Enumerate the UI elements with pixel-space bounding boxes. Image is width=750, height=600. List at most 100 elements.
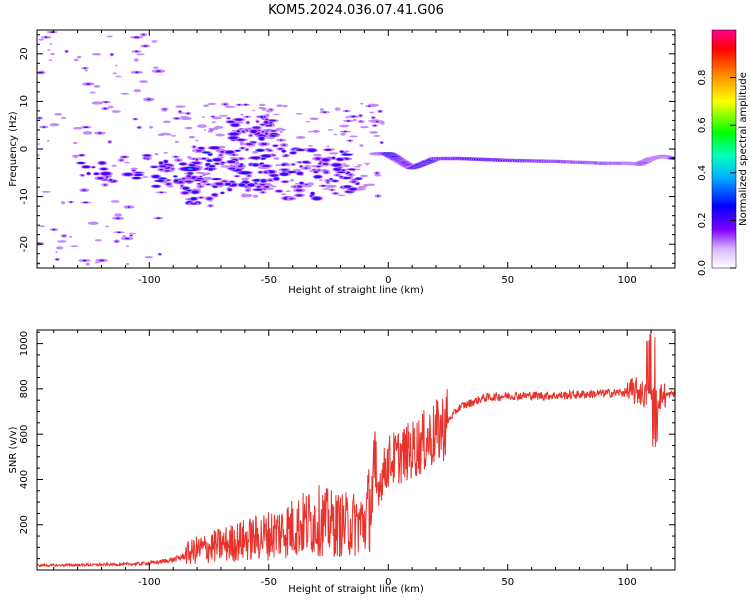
spectrogram-cell [211, 116, 223, 120]
spectrogram-cell [156, 217, 161, 219]
spectrogram-cell [232, 124, 238, 126]
spectrogram-cell [54, 112, 63, 116]
spectrogram-cell [212, 193, 218, 197]
spectrogram-cell [295, 182, 299, 185]
spectrogram-cell [290, 178, 294, 182]
spectrogram-cell [81, 174, 84, 177]
spectrogram-x-axis-label: Height of straight line (km) [288, 285, 424, 296]
spectrogram-cell [220, 165, 231, 168]
spectrogram-cell [175, 117, 179, 120]
spectrogram-cell [214, 158, 220, 161]
spectrogram-cell [175, 105, 186, 108]
spectrogram-cell [142, 33, 145, 36]
spectrogram-cell [192, 161, 201, 164]
spectrogram-cell [85, 83, 91, 85]
colorbar-label: Normalized spectral amplitude [738, 72, 749, 226]
spectrogram-cell [219, 154, 223, 156]
spectrogram-cell [83, 126, 89, 129]
x-tick-label: 100 [618, 577, 637, 588]
spectrogram-cell [102, 168, 105, 170]
spectrogram-cell [134, 50, 139, 53]
spectrogram-cell [115, 64, 118, 67]
spectrogram-cell [213, 185, 217, 188]
spectrogram-cell [109, 178, 113, 182]
spectrogram-cell [146, 98, 151, 101]
spectrogram-cell [271, 174, 277, 177]
spectrogram-plot-area [37, 30, 675, 268]
spectrogram-cell [261, 191, 265, 194]
spectrogram-cell [274, 177, 279, 180]
spectrogram-cell [83, 166, 89, 168]
spectrogram-cell [186, 155, 192, 159]
spectrogram-cell [164, 160, 167, 163]
spectrogram-cell [345, 116, 351, 119]
spectrogram-cell [144, 256, 154, 259]
spectrogram-cell [268, 149, 272, 152]
spectrogram-x-ticks: -100 -50 0 50 100 [53, 30, 676, 286]
spectrogram-cell [231, 137, 236, 139]
spectrogram-cell [282, 144, 286, 146]
spectrogram-cell [333, 133, 338, 136]
spectrogram-cell [369, 131, 378, 134]
spectrogram-cell [207, 102, 217, 106]
spectrogram-cell [210, 127, 219, 131]
snr-frame [36, 329, 676, 571]
spectrogram-cell [261, 179, 265, 182]
spectrogram-cell [208, 159, 212, 162]
spectrogram-cell [326, 145, 330, 148]
spectrogram-cell [298, 172, 302, 175]
spectrogram-cell [203, 151, 209, 154]
spectrogram-cell [366, 163, 369, 166]
spectrogram-cell [252, 109, 256, 112]
spectrogram-cell [218, 114, 229, 117]
spectrogram-cell [188, 172, 192, 175]
spectrogram-cell [121, 156, 127, 158]
spectrogram-cell [180, 115, 188, 118]
spectrogram-cell [134, 177, 139, 179]
spectrogram-cell [221, 192, 224, 194]
spectrogram-cell [195, 149, 202, 152]
spectrogram-cell [240, 147, 245, 149]
spectrogram-cell [311, 129, 320, 133]
spectrogram-cell [279, 131, 283, 133]
spectrogram-cell [197, 183, 201, 185]
spectrogram-cell [182, 177, 186, 180]
spectrogram-cell [376, 195, 380, 197]
spectrogram-cell [133, 58, 139, 62]
spectrogram-cell [252, 126, 261, 129]
y-tick-label: 800 [19, 379, 30, 398]
spectrogram-cell [103, 184, 107, 186]
spectrogram-cell [372, 116, 375, 119]
spectrogram-cell [62, 235, 66, 237]
spectrogram-cell [240, 163, 243, 166]
spectrogram-cell [136, 53, 145, 56]
spectrogram-cell [41, 190, 51, 193]
spectrogram-cell [89, 91, 96, 94]
spectrogram-cell [315, 175, 321, 178]
spectrogram-cell [73, 58, 79, 62]
spectrogram-cell [42, 126, 46, 128]
spectrogram-cell [300, 185, 313, 188]
spectrogram-cell [103, 107, 107, 110]
spectrogram-y-axis-label: Frequency (Hz) [8, 111, 19, 187]
spectrogram-cell [135, 71, 139, 74]
spectrogram-cell [239, 142, 244, 146]
spectrogram-cell [295, 112, 303, 115]
spectrogram-cell [368, 105, 371, 107]
spectrogram-cell [154, 185, 158, 188]
spectrogram-cell [60, 201, 66, 205]
spectrogram-cell [259, 137, 264, 140]
spectrogram-cell [191, 164, 194, 166]
spectrogram-cell [162, 120, 171, 124]
spectrogram-cell [134, 118, 137, 120]
spectrogram-cell [208, 153, 212, 156]
spectrogram-cell [357, 164, 363, 166]
spectrogram-cell [164, 169, 170, 172]
spectrogram-cell [350, 168, 354, 171]
spectrogram-cell [322, 188, 331, 190]
spectrogram-cell [159, 162, 163, 164]
spectrogram-cell [47, 139, 50, 142]
spectrogram-cell [105, 225, 110, 228]
spectrogram-cell [91, 166, 95, 169]
y-tick-label: 400 [19, 470, 30, 489]
